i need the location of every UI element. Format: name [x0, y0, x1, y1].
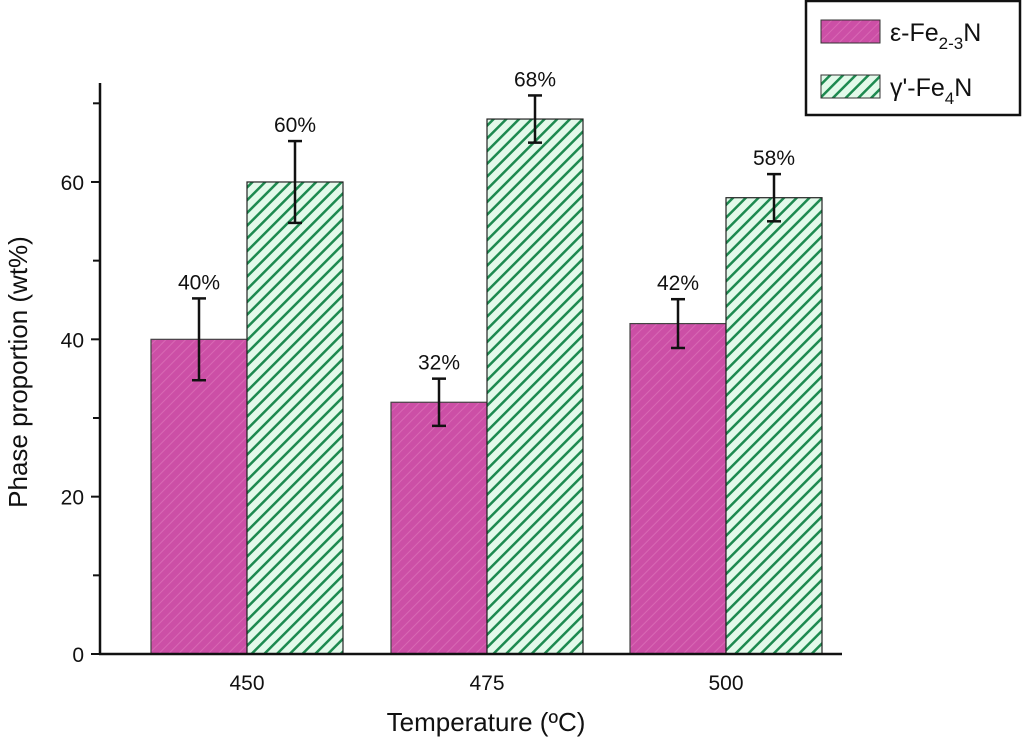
bar-gamma-475: [486, 118, 584, 655]
legend-label-eps: ε-Fe2-3N: [890, 19, 981, 53]
x-axis-title: Temperature (ºC): [387, 707, 586, 737]
bar-eps-450: [150, 338, 248, 655]
x-ticks-layer: 450 475 500: [229, 672, 743, 695]
bar-eps-500: [629, 322, 727, 655]
error-bar: [192, 297, 206, 382]
bar-gamma-500: [725, 197, 823, 655]
legend: ε-Fe2-3N γ'-Fe4N: [804, 0, 1022, 117]
data-label: 42%: [657, 272, 699, 295]
legend-swatch-gamma: [820, 74, 881, 99]
bar-gamma-450: [246, 181, 344, 655]
legend-swatch-eps: [820, 19, 881, 44]
y-axis-title: Phase proportion (wt%): [3, 236, 33, 508]
error-bar: [767, 172, 781, 223]
data-label: 60%: [274, 114, 316, 137]
data-label: 32%: [418, 352, 460, 375]
y-tick-label: 0: [72, 644, 84, 667]
error-bar: [528, 94, 542, 144]
error-bars-layer: [192, 94, 781, 428]
x-tick-label: 475: [469, 672, 504, 695]
data-label: 58%: [753, 147, 795, 170]
legend-label-gamma: γ'-Fe4N: [890, 74, 972, 108]
x-tick-label: 450: [229, 672, 264, 695]
y-tick-label: 20: [61, 487, 84, 510]
error-bar: [671, 297, 685, 350]
y-ticks-layer: 0 20 40 60: [61, 102, 100, 667]
data-label: 40%: [178, 271, 220, 294]
y-tick-label: 40: [61, 329, 84, 352]
bars-layer: [150, 118, 823, 655]
bar-eps-475: [390, 401, 488, 655]
error-bar: [432, 377, 446, 428]
y-tick-label: 60: [61, 172, 84, 195]
data-label: 68%: [514, 68, 556, 91]
data-labels-layer: 40% 32% 42% 60% 68% 58%: [178, 68, 795, 374]
x-tick-label: 500: [708, 672, 743, 695]
error-bar: [288, 139, 302, 225]
